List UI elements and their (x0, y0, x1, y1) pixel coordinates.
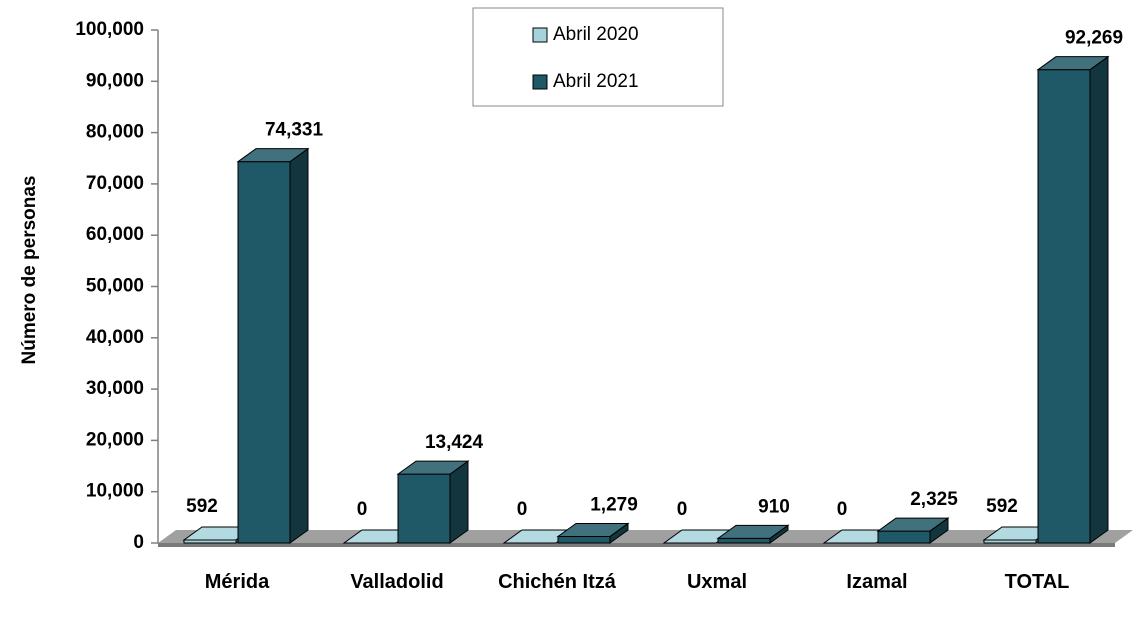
x-tick-label: Chichén Itzá (498, 571, 616, 593)
value-label: 0 (677, 499, 688, 520)
legend-label: Abril 2020 (553, 24, 639, 45)
floor-edge (158, 543, 1115, 547)
x-tick-label: Uxmal (686, 571, 748, 593)
bar-top (556, 522, 630, 537)
legend-swatch (532, 27, 548, 43)
y-tick-label: 50,000 (86, 276, 144, 297)
value-label: 2,325 (910, 489, 958, 510)
bar-side (449, 460, 469, 544)
bar-side (1089, 55, 1109, 544)
bar-top (236, 148, 310, 163)
bar (397, 473, 451, 544)
y-axis-title: Número de personas (19, 176, 40, 365)
y-tick-label: 0 (133, 532, 144, 553)
y-tick-label: 90,000 (86, 70, 144, 91)
value-label: 592 (986, 496, 1018, 517)
y-tick-label: 70,000 (86, 173, 144, 194)
value-label: 92,269 (1065, 28, 1123, 49)
x-tick-label: Izamal (846, 571, 908, 593)
bar (717, 537, 771, 544)
y-tick-label: 80,000 (86, 122, 144, 143)
y-tick-label: 60,000 (86, 224, 144, 245)
bar (877, 530, 931, 544)
value-label: 0 (357, 499, 368, 520)
value-label: 74,331 (265, 120, 324, 141)
legend-label: Abril 2021 (553, 71, 639, 92)
bar-side (289, 147, 309, 544)
legend-box (472, 7, 724, 107)
y-tick-label: 100,000 (75, 19, 144, 40)
value-label: 1,279 (590, 494, 638, 515)
x-tick-label: TOTAL (1004, 571, 1070, 593)
bar-top (1036, 56, 1110, 71)
y-tick-label: 10,000 (86, 481, 144, 502)
value-label: 13,424 (425, 432, 484, 453)
value-label: 0 (517, 499, 528, 520)
bar-top (716, 524, 790, 539)
value-label: 0 (837, 499, 848, 520)
bar-top (396, 460, 470, 475)
legend-swatch (532, 74, 548, 90)
bar-top (876, 517, 950, 532)
x-tick-label: Mérida (204, 571, 270, 593)
y-tick-label: 30,000 (86, 378, 144, 399)
bar (1037, 69, 1091, 544)
value-label: 592 (186, 496, 218, 517)
bar (237, 161, 291, 544)
y-tick-label: 20,000 (86, 429, 144, 450)
x-tick-label: Valladolid (350, 571, 444, 593)
bar (557, 535, 611, 544)
value-label: 910 (758, 496, 790, 517)
y-tick-label: 40,000 (86, 327, 144, 348)
